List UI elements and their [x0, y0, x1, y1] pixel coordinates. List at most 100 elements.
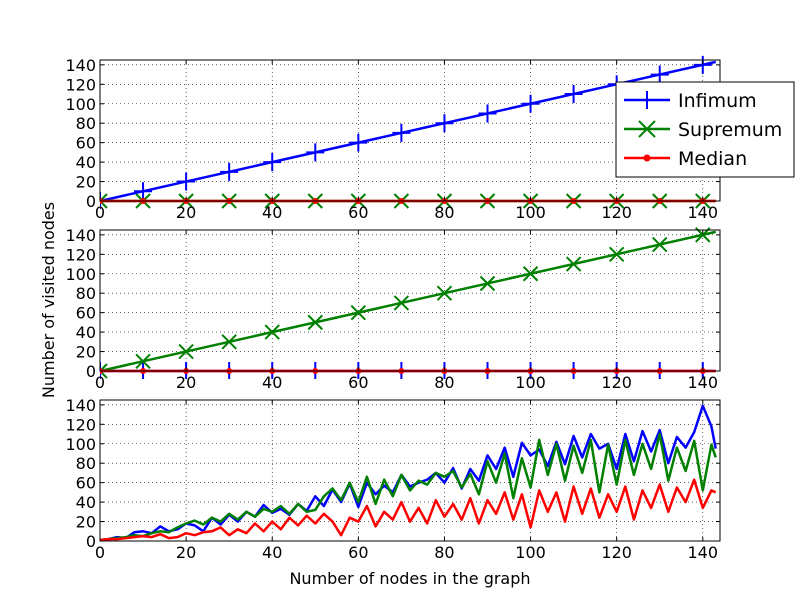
- series-line-infimum: [100, 404, 717, 542]
- series-marker-infimum: [521, 94, 540, 113]
- x-tick-label: 20: [176, 203, 196, 222]
- series-marker-infimum: [220, 162, 239, 181]
- series-marker-supremum: [393, 295, 410, 311]
- series-marker-infimum: [134, 182, 153, 201]
- series-group: [100, 404, 717, 542]
- series-marker-supremum: [264, 324, 280, 340]
- y-tick-label: 20: [76, 513, 96, 532]
- x-tick-label: 0: [95, 203, 105, 222]
- series-marker-supremum: [608, 246, 625, 263]
- series-marker-supremum: [100, 363, 108, 379]
- plot-frame: [99, 229, 721, 372]
- chart-legend: Infimum Supremum Median: [615, 81, 795, 178]
- series-marker-infimum: [478, 104, 497, 123]
- series-marker-infimum: [435, 114, 454, 133]
- series-marker-supremum: [436, 285, 453, 301]
- x-tick-label: 100: [515, 203, 546, 222]
- y-tick-label: 120: [65, 245, 96, 264]
- series-group: [100, 227, 716, 379]
- series-marker-supremum: [307, 314, 323, 331]
- series-marker-supremum: [178, 343, 194, 360]
- y-tick-label: 140: [65, 56, 96, 75]
- y-tick-label: 40: [76, 493, 96, 512]
- series-line-supremum: [100, 432, 717, 542]
- series-marker-supremum: [135, 353, 151, 369]
- x-tick-label: 40: [262, 373, 282, 392]
- y-tick-label: 20: [76, 173, 96, 192]
- y-tick-label: 120: [65, 75, 96, 94]
- y-tick-label: 20: [76, 343, 96, 362]
- series-line-median: [100, 478, 717, 542]
- x-tick-label: 120: [601, 373, 632, 392]
- legend-item-supremum: Supremum: [624, 119, 782, 141]
- x-tick-label: 40: [262, 543, 282, 562]
- plot-frame: [99, 399, 721, 542]
- y-tick-label: 60: [76, 304, 96, 323]
- x-tick-label: 100: [515, 543, 546, 562]
- x-axis-label: Number of nodes in the graph: [289, 569, 530, 588]
- y-tick-label: 140: [65, 226, 96, 245]
- series-marker-infimum: [263, 153, 282, 172]
- x-tick-label: 60: [348, 373, 368, 392]
- y-tick-label: 0: [86, 362, 96, 381]
- y-tick-label: 80: [76, 284, 96, 303]
- x-tick-label: 60: [348, 543, 368, 562]
- legend-label: Supremum: [678, 119, 782, 141]
- series-marker-supremum: [100, 193, 108, 209]
- x-tick-label: 0: [95, 543, 105, 562]
- series-marker-infimum: [177, 172, 196, 191]
- y-tick-label: 60: [76, 474, 96, 493]
- series-marker-supremum: [565, 256, 582, 272]
- x-tick-label: 0: [95, 373, 105, 392]
- y-tick-label: 60: [76, 134, 96, 153]
- series-marker-infimum: [564, 85, 583, 104]
- x-tick-label: 60: [348, 203, 368, 222]
- y-tick-label: 0: [86, 192, 96, 211]
- series-marker-infimum: [392, 123, 411, 142]
- y-tick-label: 80: [76, 114, 96, 133]
- y-tick-label: 0: [86, 532, 96, 551]
- series-marker-supremum: [350, 304, 367, 321]
- x-tick-label: 20: [176, 543, 196, 562]
- legend-label: Infimum: [678, 90, 757, 112]
- series-marker-supremum: [522, 266, 539, 282]
- y-tick-label: 40: [76, 153, 96, 172]
- series-marker-infimum: [306, 143, 325, 162]
- legend-item-infimum: Infimum: [624, 90, 757, 112]
- x-tick-label: 140: [688, 203, 719, 222]
- series-marker-supremum: [652, 236, 668, 253]
- y-axis-label: Number of visited nodes: [39, 202, 58, 398]
- y-tick-label: 100: [65, 265, 96, 284]
- x-tick-label: 100: [515, 373, 546, 392]
- y-tick-label: 140: [65, 396, 96, 415]
- x-tick-label: 120: [601, 543, 632, 562]
- series-marker-supremum: [221, 334, 237, 350]
- series-marker-infimum: [349, 133, 368, 152]
- x-tick-label: 80: [434, 373, 454, 392]
- y-tick-label: 100: [65, 95, 96, 114]
- y-tick-label: 40: [76, 323, 96, 342]
- y-tick-label: 100: [65, 435, 96, 454]
- legend-item-median: Median: [624, 148, 747, 170]
- legend-marker: [643, 154, 651, 162]
- chart-panel-top: 0 20 40 60 80 100 120 140020406080100120140Infi…: [65, 55, 795, 222]
- x-tick-label: 40: [262, 203, 282, 222]
- series-line-supremum: [100, 230, 716, 373]
- x-tick-label: 80: [434, 203, 454, 222]
- chart-panels: 0 20 40 60 80 100 120 140020406080100120140Infi…: [65, 55, 795, 562]
- legend-label: Median: [678, 148, 747, 170]
- y-tick-label: 80: [76, 454, 96, 473]
- series-marker-supremum: [479, 275, 496, 292]
- x-tick-label: 140: [688, 373, 719, 392]
- x-tick-label: 140: [688, 543, 719, 562]
- series-marker-infimum: [693, 55, 712, 74]
- legend-marker: [638, 120, 656, 138]
- y-tick-label: 120: [65, 415, 96, 434]
- x-tick-label: 120: [601, 203, 632, 222]
- x-tick-label: 80: [434, 543, 454, 562]
- series-marker-infimum: [650, 65, 669, 84]
- x-tick-label: 20: [176, 373, 196, 392]
